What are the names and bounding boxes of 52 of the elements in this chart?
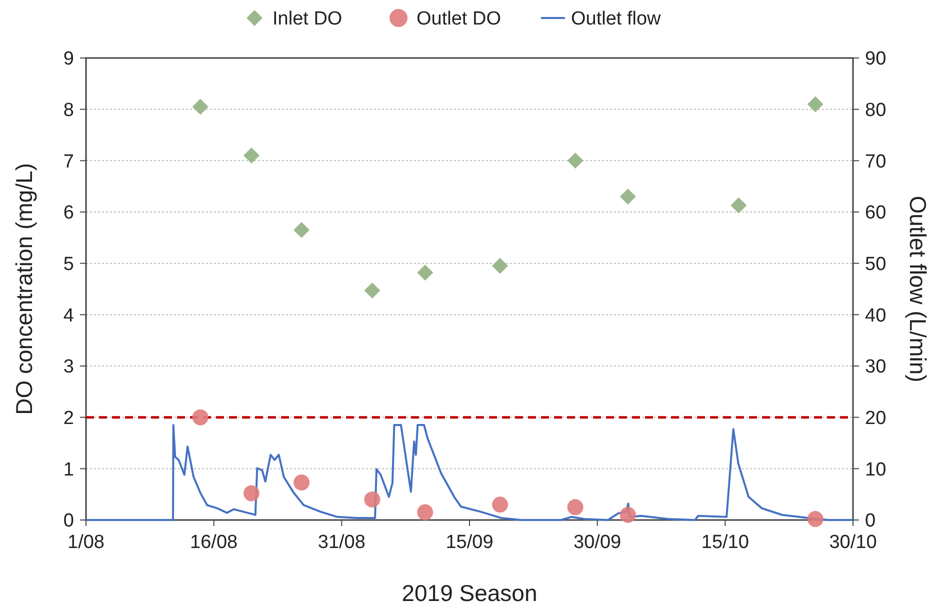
x-tick-label: 15/09 (446, 532, 494, 553)
y-tick-label: 9 (63, 48, 74, 70)
y-tick-label: 6 (63, 202, 74, 224)
legend-label: Outlet flow (571, 8, 662, 30)
x-tick-label: 30/10 (829, 532, 877, 553)
y-axis-title: DO concentration (mg/L) (11, 163, 37, 415)
y-tick-label: 4 (63, 305, 74, 326)
y2-tick-label: 30 (865, 356, 886, 378)
x-tick-label: 16/08 (190, 532, 238, 553)
point (620, 188, 636, 205)
legend-label: Inlet DO (272, 8, 342, 30)
y2-tick-label: 20 (865, 408, 886, 429)
point (492, 258, 508, 274)
y-tick-label: 5 (63, 254, 74, 275)
point (567, 152, 584, 169)
x-tick-label: 30/09 (574, 532, 622, 553)
y2-axis-title: Outlet flow (L/min) (905, 196, 931, 382)
y2-tick-label: 90 (865, 48, 886, 70)
y2-tick-label: 0 (865, 510, 876, 532)
y2-tick-label: 40 (865, 305, 886, 326)
y-tick-label: 8 (63, 100, 74, 121)
point (417, 504, 434, 520)
point (620, 506, 636, 523)
point (243, 485, 260, 502)
y2-tick-label: 80 (865, 100, 886, 121)
point (364, 282, 380, 299)
point (243, 148, 260, 164)
point (364, 491, 380, 508)
y2-tick-label: 10 (865, 459, 886, 480)
point (567, 499, 584, 516)
point (294, 474, 310, 491)
x-tick-label: 1/08 (68, 532, 104, 553)
x-tick-label: 15/10 (701, 532, 749, 553)
x-tick-label: 31/08 (318, 532, 366, 553)
point (294, 222, 310, 238)
legend-label: Outlet DO (416, 8, 501, 30)
x-axis-title: 2019 Season (402, 580, 538, 606)
y-tick-label: 2 (63, 408, 74, 429)
point (417, 264, 434, 281)
y-tick-label: 3 (63, 356, 74, 378)
y-tick-label: 1 (63, 459, 74, 480)
y-tick-label: 7 (63, 151, 74, 172)
y2-tick-label: 60 (865, 202, 886, 224)
y2-tick-label: 50 (865, 254, 886, 275)
point (807, 96, 824, 112)
point (192, 409, 208, 426)
point (192, 98, 208, 115)
point (807, 510, 824, 527)
point (730, 197, 747, 214)
y2-tick-label: 70 (865, 151, 886, 172)
point (492, 496, 508, 513)
y-tick-label: 0 (63, 510, 74, 532)
